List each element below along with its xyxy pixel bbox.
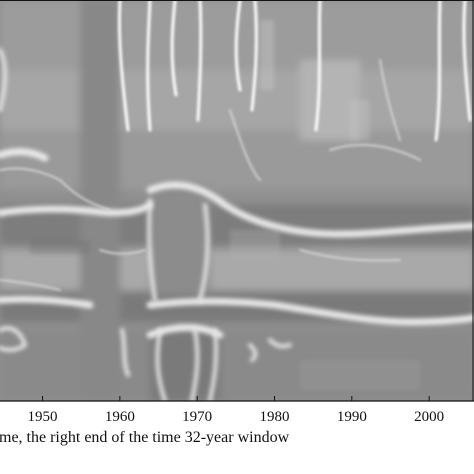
x-tick-label-2000: 2000 (414, 409, 444, 425)
heatmap-field (0, 0, 474, 401)
x-tick-label-1950: 1950 (28, 409, 58, 425)
x-tick-label-1990: 1990 (337, 409, 367, 425)
x-axis: 1950 1960 1970 1980 1990 2000 (28, 396, 444, 425)
heatmap-ridges (0, 0, 474, 401)
x-tick-label-1960: 1960 (105, 409, 135, 425)
plot-frame (0, 0, 474, 402)
x-tick-label-1980: 1980 (260, 409, 290, 425)
x-axis-label: me, the right end of the time 32-year wi… (0, 429, 290, 446)
heatmap-texture (30, 20, 420, 390)
x-tick-label-1970: 1970 (182, 409, 212, 425)
